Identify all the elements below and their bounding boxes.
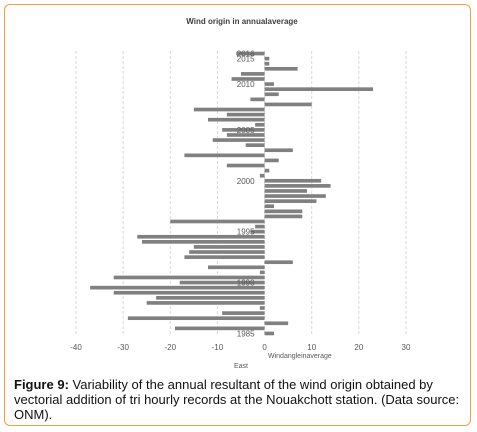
bar	[245, 143, 265, 147]
bar	[264, 87, 373, 92]
bar	[231, 77, 265, 81]
bar	[170, 219, 265, 224]
bar	[90, 285, 265, 290]
x-tick-label: 20	[354, 343, 363, 352]
bar	[255, 122, 265, 127]
bar	[127, 316, 265, 321]
bar	[156, 295, 265, 300]
bar	[146, 301, 265, 305]
figure-caption: Figure 9: Variability of the annual resu…	[14, 377, 466, 422]
year-label: 2010	[237, 80, 255, 89]
year-label: 2005	[237, 126, 255, 135]
bar	[189, 250, 265, 254]
bar	[259, 270, 265, 275]
year-label: 2015	[237, 55, 255, 64]
year-label: 1985	[237, 329, 255, 338]
bar	[264, 189, 307, 193]
bar	[179, 280, 265, 285]
bar	[264, 331, 274, 336]
bar	[137, 234, 265, 239]
bar	[212, 138, 265, 142]
bar	[264, 321, 289, 326]
bar	[259, 306, 265, 310]
x-tick-label: 30	[402, 343, 411, 352]
bar	[208, 265, 265, 270]
bar	[264, 199, 317, 203]
bar	[175, 326, 265, 331]
caption-text: Variability of the annual resultant of t…	[14, 377, 460, 422]
bar	[264, 214, 303, 219]
bar	[255, 224, 265, 229]
bar	[193, 245, 265, 249]
x-tick-label: -10	[212, 343, 224, 352]
bar	[264, 209, 303, 214]
x-tick-label: 0	[262, 343, 267, 352]
bar	[264, 194, 326, 198]
bar	[222, 311, 265, 315]
figure-frame	[4, 4, 471, 426]
bar	[264, 56, 270, 61]
bar	[264, 178, 322, 183]
bar	[113, 275, 265, 280]
bar	[241, 72, 265, 76]
x-tick-label: -30	[117, 343, 129, 352]
bar	[264, 66, 298, 71]
bar	[236, 51, 265, 56]
bar	[264, 92, 279, 97]
bar	[264, 184, 331, 188]
x-tick-label: -40	[70, 343, 82, 352]
bar	[184, 153, 265, 158]
bar	[264, 148, 293, 153]
bar	[264, 158, 279, 163]
caption-label: Figure 9:	[14, 377, 69, 392]
bar	[226, 133, 265, 137]
bar	[222, 128, 265, 132]
bar	[250, 97, 265, 102]
bar	[226, 112, 265, 117]
year-label: 1995	[237, 228, 255, 237]
bar	[264, 260, 293, 265]
bar	[193, 107, 265, 112]
x-tick-label: -20	[165, 343, 177, 352]
bar	[264, 61, 270, 66]
bar	[264, 168, 270, 173]
bar	[142, 240, 265, 244]
bar	[184, 255, 265, 259]
bar	[264, 204, 274, 209]
bar	[264, 82, 274, 86]
chart-title: Wind origin in annualaverage	[186, 17, 298, 26]
bar	[250, 229, 265, 234]
x-tick-label: 10	[307, 343, 316, 352]
bar	[113, 290, 265, 295]
bar	[259, 173, 265, 178]
x-axis-label: Windangleinaverage	[268, 353, 332, 360]
year-label: 2016	[237, 50, 255, 59]
bar	[208, 117, 265, 122]
year-label: 2000	[237, 177, 255, 186]
wind-origin-chart: Wind origin in annualaverage 20162015201…	[70, 17, 411, 370]
bar	[264, 102, 312, 107]
x-axis-left-label: East	[234, 363, 248, 370]
year-label: 1990	[237, 279, 255, 288]
bar	[226, 163, 265, 168]
